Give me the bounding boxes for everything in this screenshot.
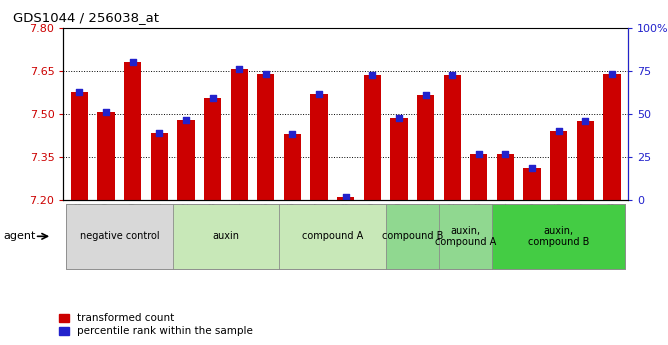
Text: agent: agent	[3, 231, 35, 241]
Bar	[71, 92, 88, 200]
Bar	[337, 197, 354, 200]
Point	[553, 128, 564, 134]
Point	[474, 151, 484, 157]
Point	[287, 131, 298, 137]
Point	[527, 166, 538, 171]
Text: auxin,
compound A: auxin, compound A	[435, 226, 496, 247]
Bar	[177, 120, 194, 200]
Bar	[444, 75, 461, 200]
Point	[314, 91, 325, 97]
Point	[580, 118, 591, 124]
Point	[154, 130, 164, 135]
Bar	[390, 118, 407, 200]
Bar	[497, 154, 514, 200]
Text: auxin: auxin	[212, 231, 239, 241]
Bar	[151, 132, 168, 200]
Point	[207, 95, 218, 101]
Text: negative control: negative control	[79, 231, 159, 241]
Text: auxin,
compound B: auxin, compound B	[528, 226, 589, 247]
Point	[393, 115, 404, 121]
Text: compound B: compound B	[381, 231, 443, 241]
Point	[261, 71, 271, 76]
Bar	[363, 75, 381, 200]
Point	[180, 117, 191, 122]
Bar	[124, 62, 142, 200]
Point	[367, 72, 377, 78]
Point	[340, 195, 351, 200]
Text: GDS1044 / 256038_at: GDS1044 / 256038_at	[13, 11, 159, 24]
Point	[420, 92, 431, 98]
Bar	[470, 154, 488, 200]
Point	[234, 67, 244, 72]
Bar	[576, 121, 594, 200]
Point	[128, 59, 138, 65]
Bar	[98, 112, 115, 200]
Bar	[284, 134, 301, 200]
Point	[500, 151, 511, 157]
Text: compound A: compound A	[302, 231, 363, 241]
Legend: transformed count, percentile rank within the sample: transformed count, percentile rank withi…	[59, 313, 253, 336]
Point	[74, 89, 85, 95]
Bar	[417, 95, 434, 200]
Bar	[311, 94, 328, 200]
Point	[607, 71, 617, 76]
Bar	[257, 73, 275, 200]
Bar	[524, 168, 540, 200]
Bar	[230, 69, 248, 200]
Bar	[204, 98, 221, 200]
Point	[447, 72, 458, 78]
Bar	[550, 131, 567, 200]
Point	[101, 110, 112, 115]
Bar	[603, 73, 621, 200]
